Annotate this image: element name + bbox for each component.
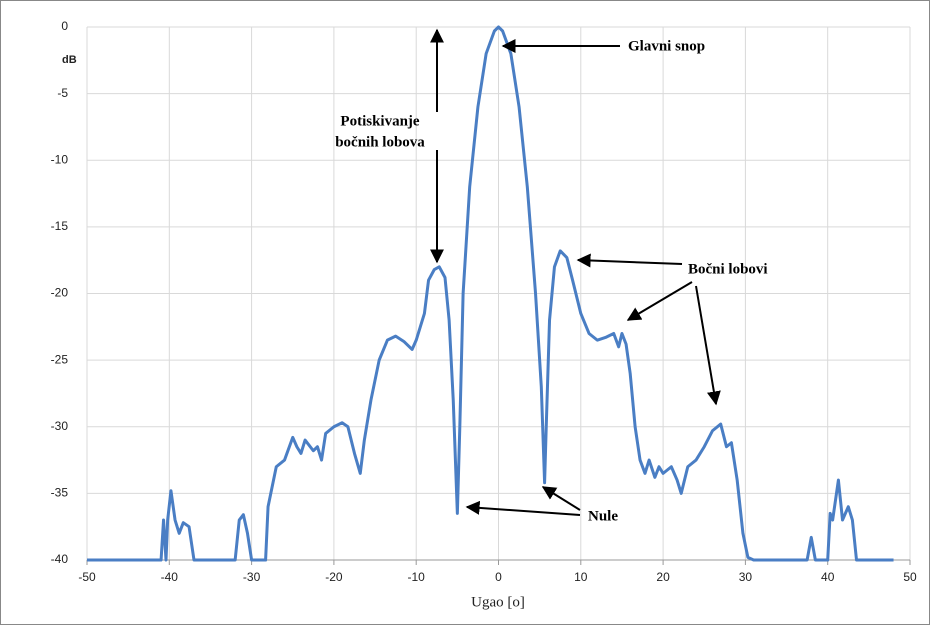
grid: 0 -5 -10 -15 -20 -25 -30 -35 -40 -50 -40 -30 -20 -10 0… [51,19,917,584]
y-tick-label: 0 [61,19,68,33]
x-tick-label: 20 [656,570,670,584]
x-tick-label: -20 [325,570,343,584]
annotation: Bočni lobovi [688,261,768,277]
arrows [430,28,721,516]
y-tick-label: -15 [51,219,69,233]
y-tick-label: -25 [51,352,69,366]
y-tick-label: -20 [51,286,69,300]
x-tick-label: -40 [161,570,179,584]
x-axis-label: Ugao [o] [471,594,525,610]
plot [87,25,894,562]
x-tick-label: 40 [821,570,835,584]
x-tick-label: -50 [78,570,96,584]
x-tick-label: 30 [739,570,753,584]
annotation: Potiskivanje [340,113,420,129]
x-tick-label: 0 [495,570,502,584]
x-tick-label: -10 [408,570,426,584]
data-line [87,25,894,562]
annotation: Glavni snop [628,38,705,54]
x-tick-label: 10 [574,570,588,584]
y-axis-label: dB [62,54,77,66]
annotation: Nule [588,508,618,524]
y-tick-label: -40 [51,552,69,566]
y-tick-label: -5 [57,86,68,100]
y-tick-label: -30 [51,419,69,433]
x-tick-label: -30 [243,570,261,584]
annotation: bočnih lobova [335,134,425,150]
y-tick-label: -35 [51,486,69,500]
x-tick-label: 50 [903,570,917,584]
y-tick-label: -10 [51,152,69,166]
